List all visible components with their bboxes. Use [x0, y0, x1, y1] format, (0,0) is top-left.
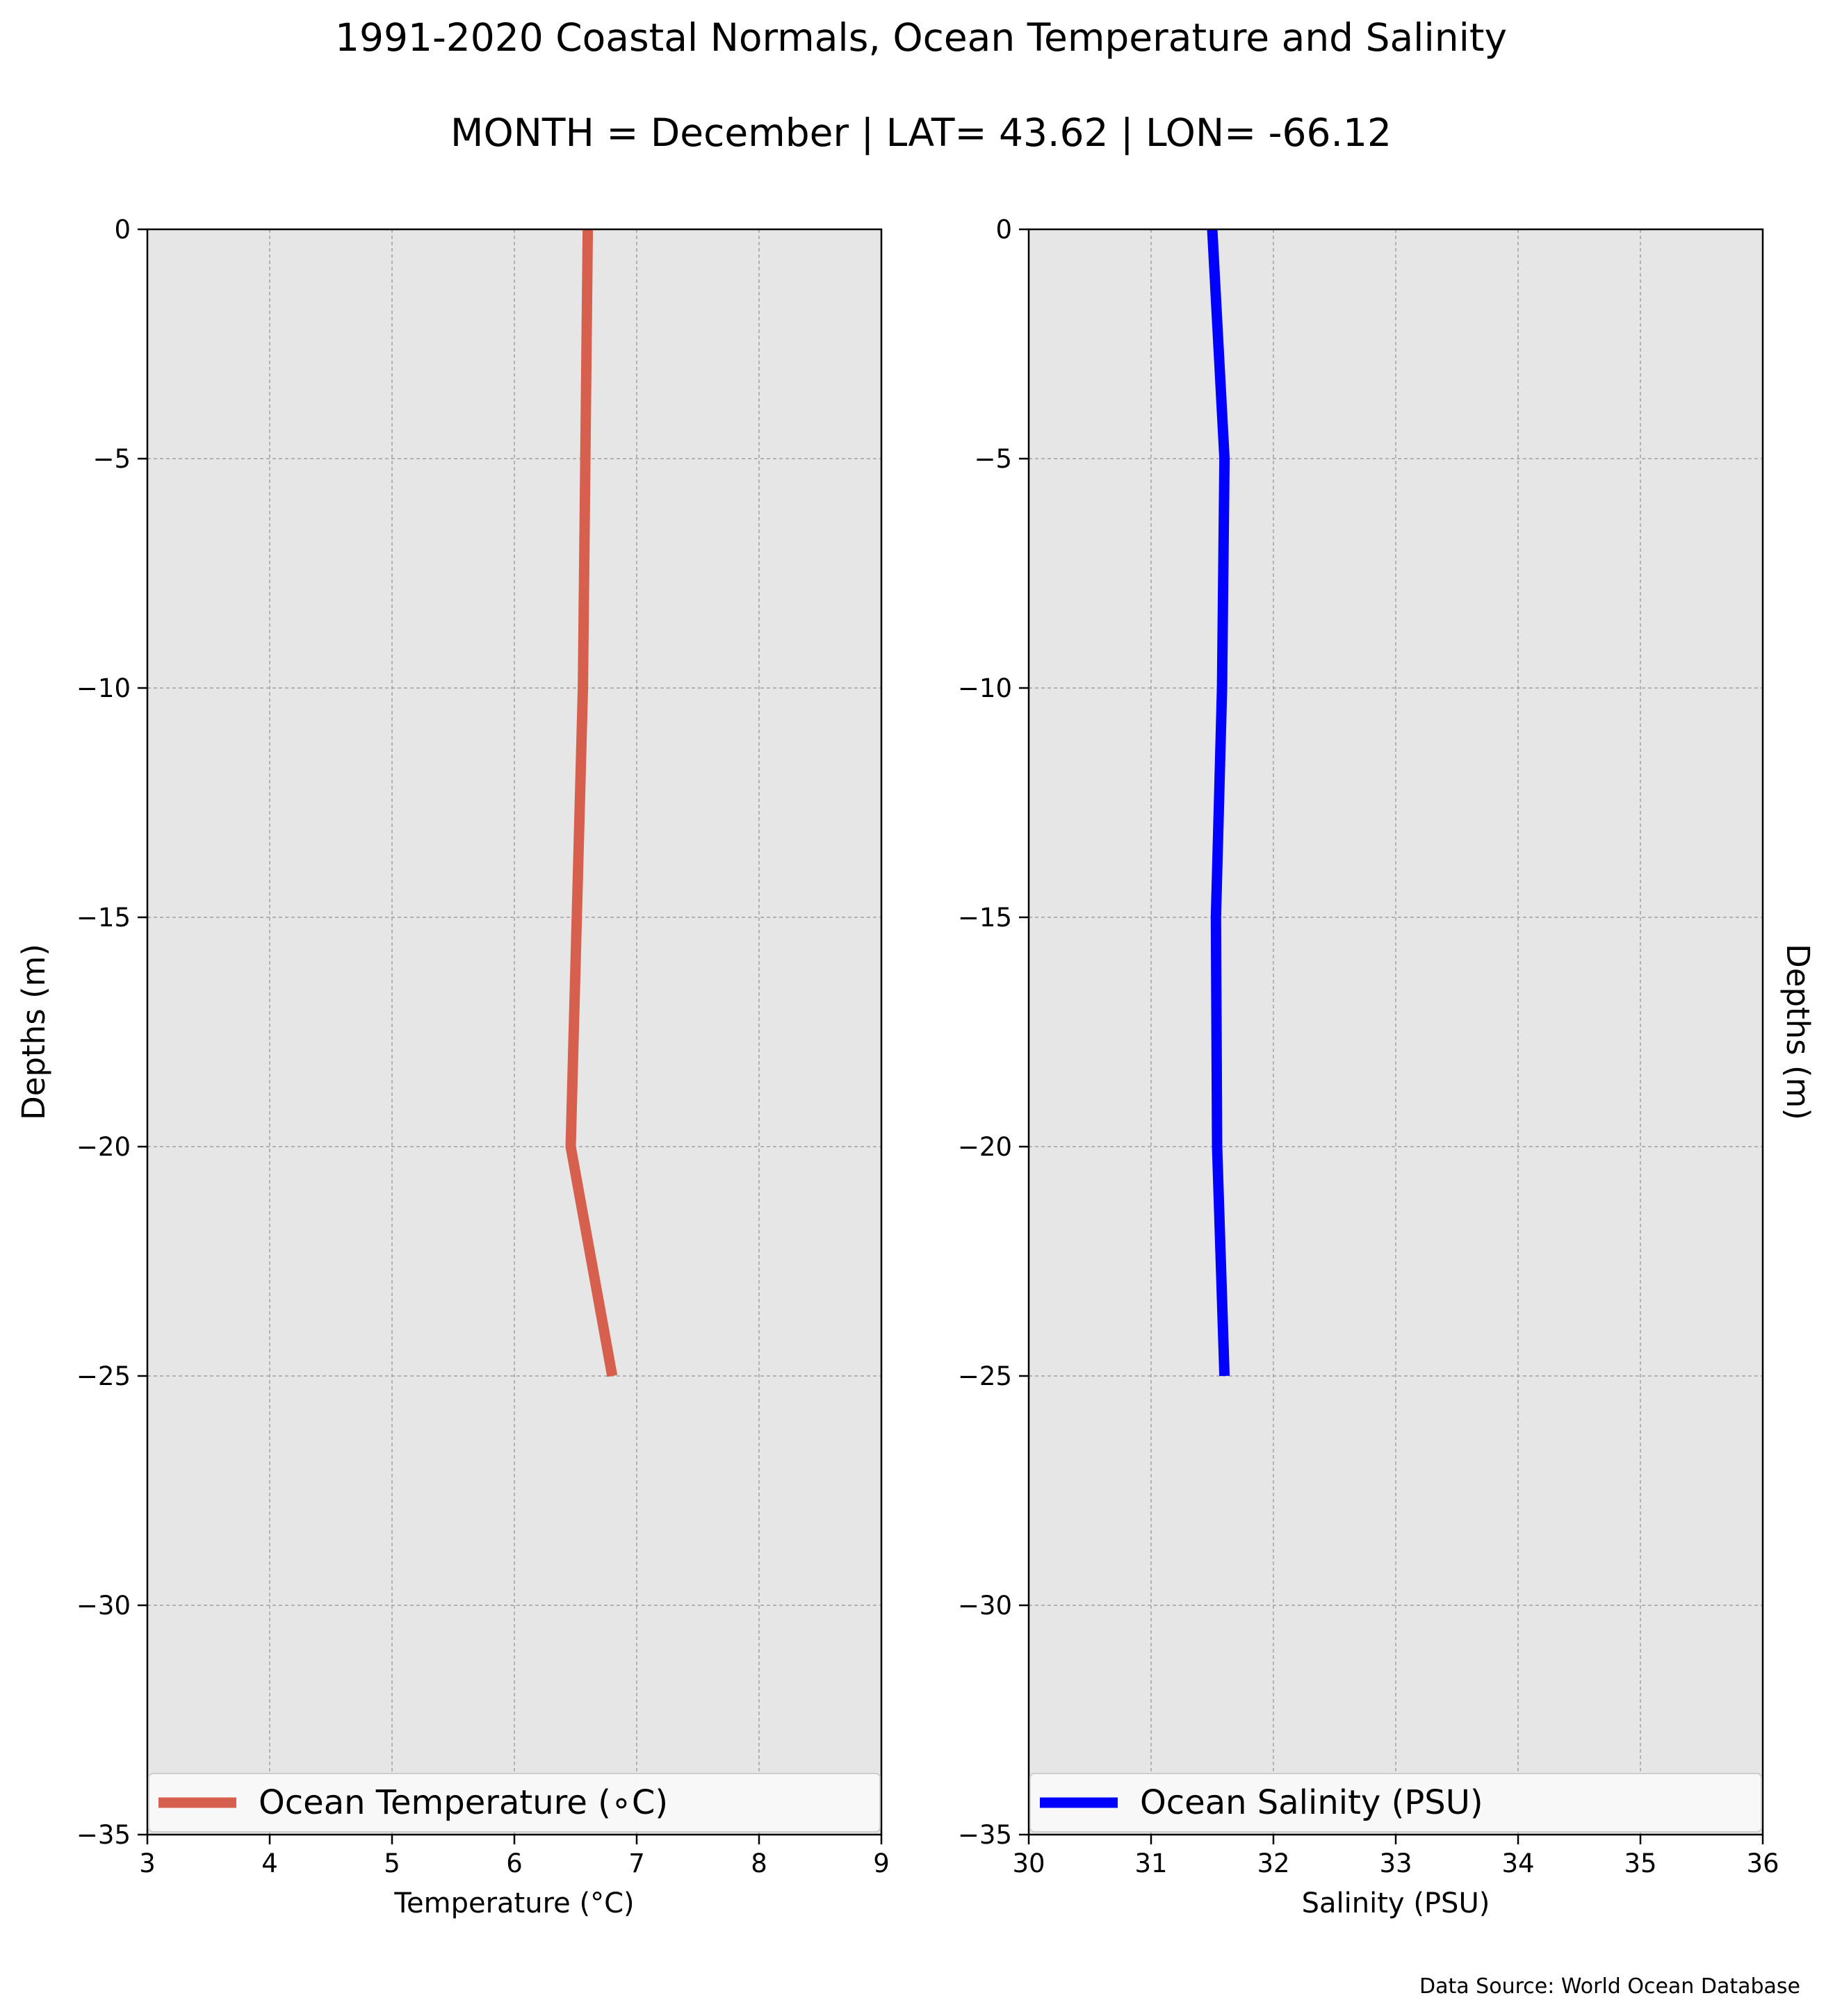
y-axis-label: Depths (m): [1779, 944, 1816, 1120]
x-tick-label: 35: [1624, 1849, 1656, 1878]
y-tick-label: 0: [995, 215, 1012, 245]
legend-label: Ocean Temperature (∘C): [259, 1783, 668, 1822]
y-tick-label: −15: [958, 903, 1012, 933]
y-tick-label: −5: [92, 444, 131, 474]
y-tick-label: −10: [958, 673, 1012, 703]
x-tick-label: 4: [261, 1849, 278, 1878]
y-tick-label: −30: [958, 1591, 1012, 1621]
y-tick-label: −20: [76, 1132, 131, 1162]
x-tick-label: 31: [1134, 1849, 1167, 1878]
x-tick-label: 33: [1379, 1849, 1412, 1878]
x-tick-label: 30: [1012, 1849, 1045, 1878]
y-tick-label: −25: [958, 1361, 1012, 1391]
y-tick-label: −15: [76, 903, 131, 933]
x-tick-label: 5: [384, 1849, 400, 1878]
salinity-panel: 30 31 32 33 34 35 36 0 −5 −10 −15 −20 −25 −30 −35 Salin…: [958, 215, 1816, 1919]
chart-title: 1991-2020 Coastal Normals, Ocean Tempera…: [335, 15, 1507, 60]
chart-subtitle: MONTH = December | LAT= 43.62 | LON= -66…: [450, 110, 1392, 156]
x-tick-label: 3: [139, 1849, 156, 1878]
y-tick-label: −35: [76, 1820, 131, 1850]
y-tick-label: −10: [76, 673, 131, 703]
legend-box: [1029, 1773, 1762, 1833]
y-tick-label: −5: [974, 444, 1012, 474]
x-tick-label: 32: [1257, 1849, 1289, 1878]
x-axis-label: Temperature (°C): [393, 1887, 634, 1919]
series-line-salinity: [1207, 229, 1230, 1377]
legend-label: Ocean Salinity (PSU): [1140, 1783, 1483, 1822]
y-tick-label: −20: [958, 1132, 1012, 1162]
y-tick-label: −30: [76, 1591, 131, 1621]
x-tick-label: 36: [1746, 1849, 1779, 1878]
y-axis-label: Depths (m): [15, 944, 52, 1120]
temperature-panel: 3 4 5 6 7 8 9 0 −5 −10 −15 −20 −25 −30 −35 Temperature …: [15, 215, 890, 1919]
series-line-temperature: [565, 229, 618, 1377]
y-tick-label: 0: [114, 215, 131, 245]
x-tick-label: 9: [873, 1849, 890, 1878]
x-tick-label: 7: [628, 1849, 645, 1878]
x-tick-label: 8: [751, 1849, 767, 1878]
y-tick-label: −35: [958, 1820, 1012, 1850]
x-axis-label: Salinity (PSU): [1302, 1887, 1490, 1919]
x-tick-label: 6: [506, 1849, 523, 1878]
legend-box: [148, 1773, 881, 1833]
x-tick-label: 34: [1501, 1849, 1534, 1878]
data-source-note: Data Source: World Ocean Database: [1419, 1974, 1800, 1999]
y-tick-label: −25: [76, 1361, 131, 1391]
